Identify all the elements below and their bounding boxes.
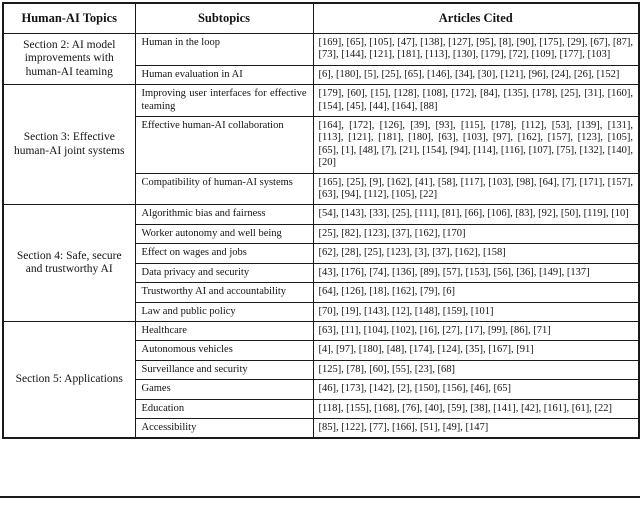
- articles-cited-cell: [164], [172], [126], [39], [93], [115], …: [312, 116, 640, 174]
- subtopic-cell: Algorithmic bias and fairness: [134, 204, 314, 225]
- subtopic-cell: Accessibility: [134, 417, 314, 439]
- articles-cited-cell: [25], [82], [123], [37], [162], [170]: [312, 223, 640, 245]
- table-row: Effective human-AI collaboration [164], […: [3, 116, 640, 174]
- topic-cell: Section 3: Effective human-AI joint syst…: [2, 84, 136, 206]
- subtopic-cell: Data privacy and security: [134, 262, 314, 284]
- subtopic-cell: Games: [134, 379, 314, 400]
- subtopic-cell: Effective human-AI collaboration: [134, 116, 314, 174]
- subtopic-cell: Worker autonomy and well being: [134, 223, 314, 245]
- table-row: Games [46], [173], [142], [2], [150], [15…: [3, 379, 640, 400]
- subtopic-cell: Education: [134, 398, 314, 419]
- topics-table: Human-AI Topics Subtopics Articles Cited…: [2, 2, 640, 440]
- subtopic-cell: Surveillance and security: [134, 359, 314, 381]
- articles-cited-cell: [125], [78], [60], [55], [23], [68]: [312, 359, 640, 381]
- subtopic-cell: Compatibility of human-AI systems: [134, 172, 314, 206]
- articles-cited-cell: [85], [122], [77], [166], [51], [49], [1…: [312, 417, 640, 439]
- subtopic-cell: Trustworthy AI and accountability: [134, 282, 314, 303]
- subtopic-cell: Effect on wages and jobs: [134, 243, 314, 264]
- topic-cell: Section 2: AI model improvements with hu…: [2, 32, 136, 86]
- table-row: Section 2: AI model improvements with hu…: [2, 32, 640, 86]
- articles-cited-cell: [62], [28], [25], [123], [3], [37], [162…: [312, 243, 640, 264]
- table-row: Law and public policy [70], [19], [143], …: [3, 301, 640, 322]
- topic-cell: Section 5: Applications: [2, 320, 136, 439]
- table-row: Compatibility of human-AI systems [165], …: [3, 172, 640, 206]
- bottom-rule: [0, 496, 640, 498]
- table-row: Trustworthy AI and accountability [64], […: [3, 282, 640, 303]
- table-row: Section 5: Applications Healthcare [63], […: [2, 320, 640, 439]
- column-header-articles-cited: Articles Cited: [312, 2, 640, 34]
- table-row: Human evaluation in AI [6], [180], [5], […: [3, 64, 640, 86]
- table-row: Effect on wages and jobs [62], [28], [25]…: [3, 243, 640, 264]
- table-body: Section 2: AI model improvements with hu…: [2, 32, 640, 439]
- subtopic-cell: Human in the loop: [134, 33, 314, 66]
- subtopic-cell: Autonomous vehicles: [134, 340, 314, 361]
- articles-cited-cell: [54], [143], [33], [25], [111], [81], [6…: [312, 204, 640, 225]
- table-row: Section 3: Effective human-AI joint syst…: [2, 84, 640, 206]
- table-row: Education [118], [155], [168], [76], [40]…: [3, 398, 640, 419]
- articles-cited-cell: [4], [97], [180], [48], [174], [124], [3…: [312, 340, 640, 361]
- subtopic-cell: Improving user interfaces for effective …: [134, 84, 314, 118]
- table-row: Worker autonomy and well being [25], [82]…: [3, 223, 640, 245]
- subtopic-cell: Law and public policy: [134, 301, 314, 322]
- articles-cited-cell: [6], [180], [5], [25], [65], [146], [34]…: [312, 64, 640, 86]
- articles-cited-cell: [43], [176], [74], [136], [89], [57], [1…: [312, 262, 640, 284]
- subtopic-cell: Healthcare: [134, 320, 314, 342]
- table-row: Surveillance and security [125], [78], [6…: [3, 359, 640, 381]
- articles-cited-cell: [46], [173], [142], [2], [150], [156], […: [312, 379, 640, 400]
- topic-cell: Section 4: Safe, secure and trustworthy …: [2, 204, 136, 322]
- articles-cited-cell: [118], [155], [168], [76], [40], [59], […: [312, 398, 640, 419]
- subtopic-cell: Human evaluation in AI: [134, 64, 314, 86]
- articles-cited-cell: [165], [25], [9], [162], [41], [58], [11…: [312, 172, 640, 206]
- articles-cited-cell: [169], [65], [105], [47], [138], [127], …: [312, 33, 640, 66]
- articles-cited-cell: [179], [60], [15], [128], [108], [172], …: [312, 84, 640, 118]
- articles-cited-cell: [64], [126], [18], [162], [79], [6]: [312, 282, 640, 303]
- column-header-subtopics: Subtopics: [134, 2, 314, 34]
- table-row: Section 4: Safe, secure and trustworthy …: [2, 204, 640, 322]
- articles-cited-cell: [70], [19], [143], [12], [148], [159], […: [312, 301, 640, 322]
- articles-cited-cell: [63], [11], [104], [102], [16], [27], [1…: [312, 320, 640, 342]
- table-header-row: Human-AI Topics Subtopics Articles Cited: [2, 2, 640, 34]
- table-row: Accessibility [85], [122], [77], [166], […: [3, 417, 640, 439]
- column-header-human-ai-topics: Human-AI Topics: [2, 2, 136, 34]
